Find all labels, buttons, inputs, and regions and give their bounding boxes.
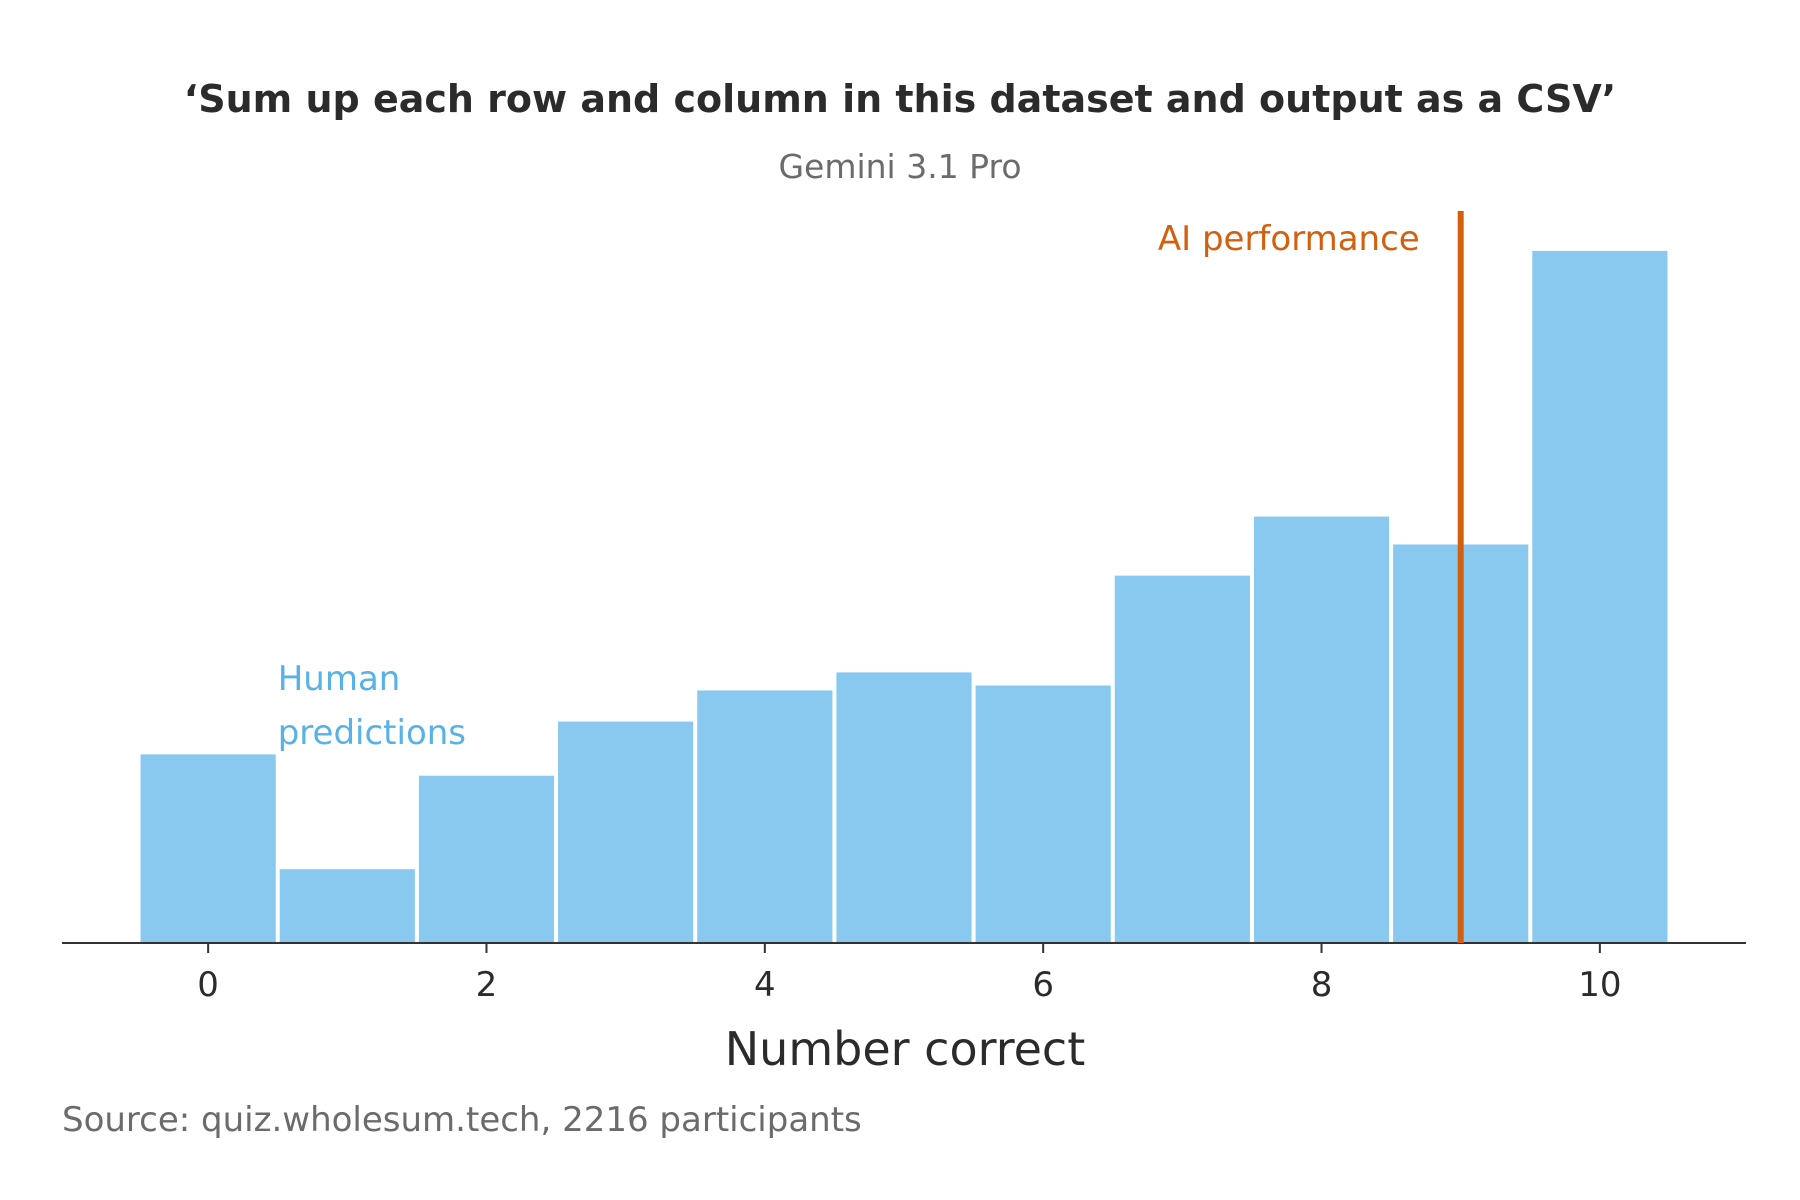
human-predictions-label: Human predictions [278,659,466,753]
bar-6 [975,685,1111,942]
x-tick-label-6: 6 [1032,965,1054,1005]
x-tick-label-4: 4 [754,965,776,1005]
bars-group [140,250,1668,943]
chart-subtitle: Gemini 3.1 Pro [778,147,1021,186]
x-tick-label-0: 0 [197,965,219,1005]
bar-0 [140,754,276,942]
bar-8 [1253,516,1390,942]
bar-2 [418,775,555,942]
chart-title: ‘Sum up each row and column in this data… [184,77,1616,121]
bar-1 [279,869,415,942]
bar-10 [1532,250,1668,943]
source-note: Source: quiz.wholesum.tech, 2216 partici… [62,1100,862,1140]
x-axis-label: Number correct [725,1022,1085,1076]
bar-5 [836,672,972,942]
bar-4 [697,690,833,942]
ai-performance-label: AI performance [1158,219,1420,259]
x-tick-label-2: 2 [476,965,498,1005]
bar-7 [1114,575,1250,942]
x-ticks-group: 0 2 4 6 8 10 [197,943,1622,1005]
bar-3 [558,721,694,942]
x-tick-label-10: 10 [1578,965,1621,1005]
x-tick-label-8: 8 [1311,965,1333,1005]
